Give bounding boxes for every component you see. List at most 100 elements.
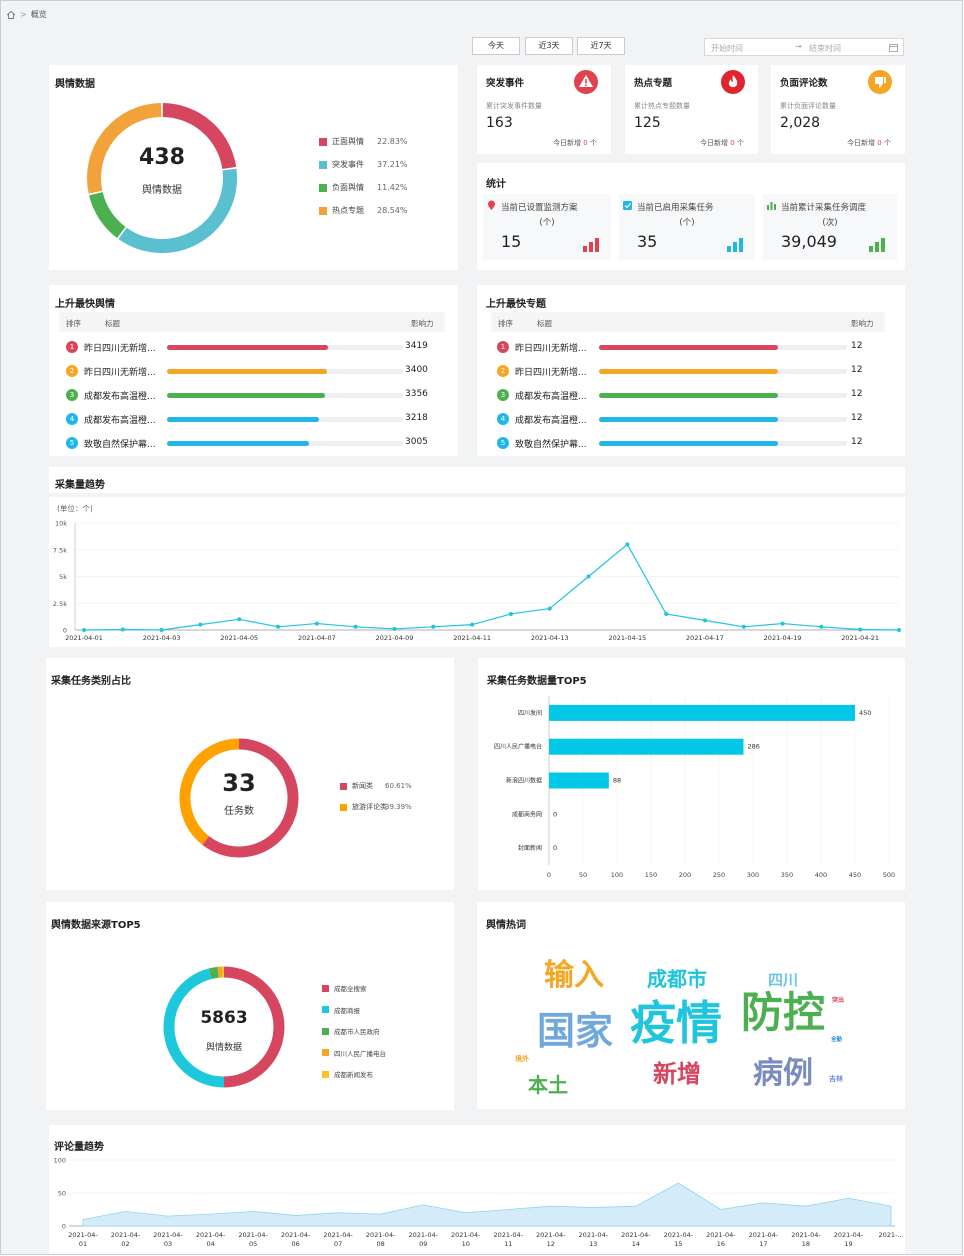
source-legend-item[interactable]: 成都全搜索 — [322, 983, 367, 993]
collection-point[interactable] — [237, 617, 242, 622]
x-tick-label: 2021-04-21 — [841, 634, 879, 642]
category-label: 封面新闻 — [518, 844, 542, 852]
rank-row[interactable]: 2 昨日四川无新增... 3400 — [49, 363, 458, 379]
collection-point[interactable] — [198, 622, 203, 627]
sentiment-legend-item[interactable]: 负面舆情 11.42% — [319, 182, 408, 193]
kpi-title: 突发事件 — [486, 78, 525, 89]
sentiment-legend-item[interactable]: 正面舆情 22.83% — [319, 136, 408, 147]
wordcloud-word[interactable]: 本土 — [528, 1073, 568, 1097]
kpi-value: 163 — [486, 115, 513, 131]
wordcloud-word[interactable]: 突出 — [832, 997, 845, 1004]
task-legend-item[interactable]: 旅游评论类 39.39% — [340, 802, 412, 812]
collection-point[interactable] — [120, 627, 125, 632]
task-center-label: 任务数 — [224, 806, 254, 817]
legend-label: 突发事件 — [332, 160, 364, 169]
collection-point[interactable] — [276, 624, 281, 629]
rank-row[interactable]: 4 成都发布高温橙... 12 — [477, 411, 905, 427]
sentiment-slice-3[interactable] — [89, 191, 126, 239]
filter-today-button[interactable]: 今天 — [472, 37, 520, 55]
wordcloud-word[interactable]: 新增 — [653, 1060, 701, 1088]
x-tick-label: 2021-04- — [323, 1231, 353, 1239]
wordcloud-word[interactable]: 吉林 — [829, 1075, 843, 1083]
sentiment-legend-item[interactable]: 突发事件 37.21% — [319, 159, 408, 170]
collection-point[interactable] — [897, 628, 901, 632]
collection-point[interactable] — [82, 628, 86, 632]
rank-row[interactable]: 5 致敬自然保护幕... 12 — [477, 435, 905, 451]
collection-point[interactable] — [353, 624, 358, 629]
collection-point[interactable] — [858, 627, 863, 632]
stat-unit: (个) — [539, 218, 555, 228]
sentiment-legend-item[interactable]: 热点专题 28.54% — [319, 205, 408, 216]
start-date-input[interactable]: 开始时间 — [711, 44, 743, 53]
task-legend-item[interactable]: 新闻类 60.61% — [340, 781, 412, 791]
rank-row[interactable]: 1 昨日四川无新增... 3419 — [49, 339, 458, 355]
collection-point[interactable] — [508, 611, 513, 616]
wordcloud-word[interactable]: 全勤 — [831, 1037, 843, 1043]
breadcrumb-current[interactable]: 概览 — [30, 10, 47, 19]
collection-trend-card: (单位：个) 0 2.5k 5k 7.5k 10k 2021-04-01 2021-04-0… — [49, 497, 905, 647]
wordcloud-word[interactable]: 病例 — [753, 1056, 813, 1091]
collection-point[interactable] — [392, 626, 397, 631]
wordcloud-word[interactable]: 国家 — [537, 1009, 614, 1053]
source-legend-item[interactable]: 四川人民广播电台 — [322, 1048, 386, 1058]
filter-last3-button[interactable]: 近3天 — [525, 37, 573, 55]
kpi-card[interactable]: 负面评论数 累计负面评论数量 2,028 今日新增 0 个 — [771, 65, 905, 154]
source-title: 舆情数据来源TOP5 — [51, 920, 141, 931]
wordcloud-word[interactable]: 防控 — [741, 988, 826, 1037]
collection-point[interactable] — [625, 542, 630, 547]
x-tick-label: 2021-04-09 — [376, 634, 414, 642]
x-tick-label-day: 14 — [632, 1240, 640, 1248]
collection-point[interactable] — [547, 606, 552, 611]
kpi-card[interactable]: 热点专题 累计热点专题数量 125 今日新增 0 个 — [625, 65, 758, 154]
rank-title: 致敬自然保护幕... — [515, 440, 587, 450]
collection-point[interactable] — [586, 574, 591, 579]
collection-point[interactable] — [470, 622, 475, 627]
task-slice-2[interactable] — [179, 738, 240, 845]
collection-point[interactable] — [159, 628, 164, 632]
rank-row[interactable]: 4 成都发布高温橙... 3218 — [49, 411, 458, 427]
wordcloud-word[interactable]: 境外 — [515, 1055, 529, 1063]
source-legend-item[interactable]: 成都新闻发布 — [322, 1069, 373, 1079]
top5-bar[interactable] — [549, 704, 855, 721]
source-slice-2[interactable] — [163, 968, 225, 1088]
collection-point[interactable] — [664, 611, 669, 616]
filter-last7-button[interactable]: 近7天 — [577, 37, 625, 55]
date-range-picker[interactable]: 开始时间 → 结束时间 — [704, 38, 904, 56]
wordcloud-word[interactable]: 输入 — [544, 958, 604, 993]
bar-value-label: 450 — [859, 709, 871, 717]
collection-point[interactable] — [780, 621, 785, 626]
stat-item[interactable]: 当前累计采集任务调度 (次) 39,049 — [763, 194, 897, 260]
rank-value: 12 — [851, 389, 863, 399]
stat-item[interactable]: 当前已设置监测方案 (个) 15 — [483, 194, 611, 260]
source-legend-item[interactable]: 成都商报 — [322, 1005, 360, 1015]
collection-point[interactable] — [741, 624, 746, 629]
wordcloud-word[interactable]: 疫情 — [630, 996, 722, 1050]
rank-row[interactable]: 1 昨日四川无新增... 12 — [477, 339, 905, 355]
source-slice-3[interactable] — [208, 966, 219, 980]
source-legend-item[interactable]: 成都市人民政府 — [322, 1026, 380, 1036]
sentiment-slice-2[interactable] — [118, 168, 237, 253]
rank-row[interactable]: 5 致敬自然保护幕... 3005 — [49, 435, 458, 451]
collection-point[interactable] — [431, 624, 436, 629]
top5-bar[interactable] — [549, 772, 609, 789]
calendar-icon[interactable] — [889, 43, 898, 52]
sentiment-center-label: 舆情数据 — [142, 185, 182, 196]
wordcloud-word[interactable]: 四川 — [768, 971, 799, 989]
end-date-input[interactable]: 结束时间 — [809, 44, 841, 53]
source-slice-1[interactable] — [223, 966, 285, 1088]
kpi-card[interactable]: 突发事件 累计突发事件数量 163 今日新增 0 个 — [477, 65, 611, 154]
home-icon[interactable] — [6, 10, 16, 20]
sentiment-slice-4[interactable] — [87, 103, 162, 194]
collection-point[interactable] — [314, 621, 319, 626]
collection-point[interactable] — [702, 618, 707, 623]
rank-row[interactable]: 2 昨日四川无新增... 12 — [477, 363, 905, 379]
wordcloud-word[interactable]: 成都市 — [647, 967, 707, 991]
task-slice-1[interactable] — [202, 738, 299, 858]
x-tick-label: 2021-04- — [68, 1231, 98, 1239]
rank-row[interactable]: 3 成都发布高温橙... 12 — [477, 387, 905, 403]
stat-item[interactable]: 当前已启用采集任务 (个) 35 — [619, 194, 755, 260]
collection-point[interactable] — [819, 624, 824, 629]
rank-row[interactable]: 3 成都发布高温橙... 3356 — [49, 387, 458, 403]
top5-bar[interactable] — [549, 738, 744, 755]
sentiment-slice-1[interactable] — [162, 103, 237, 170]
